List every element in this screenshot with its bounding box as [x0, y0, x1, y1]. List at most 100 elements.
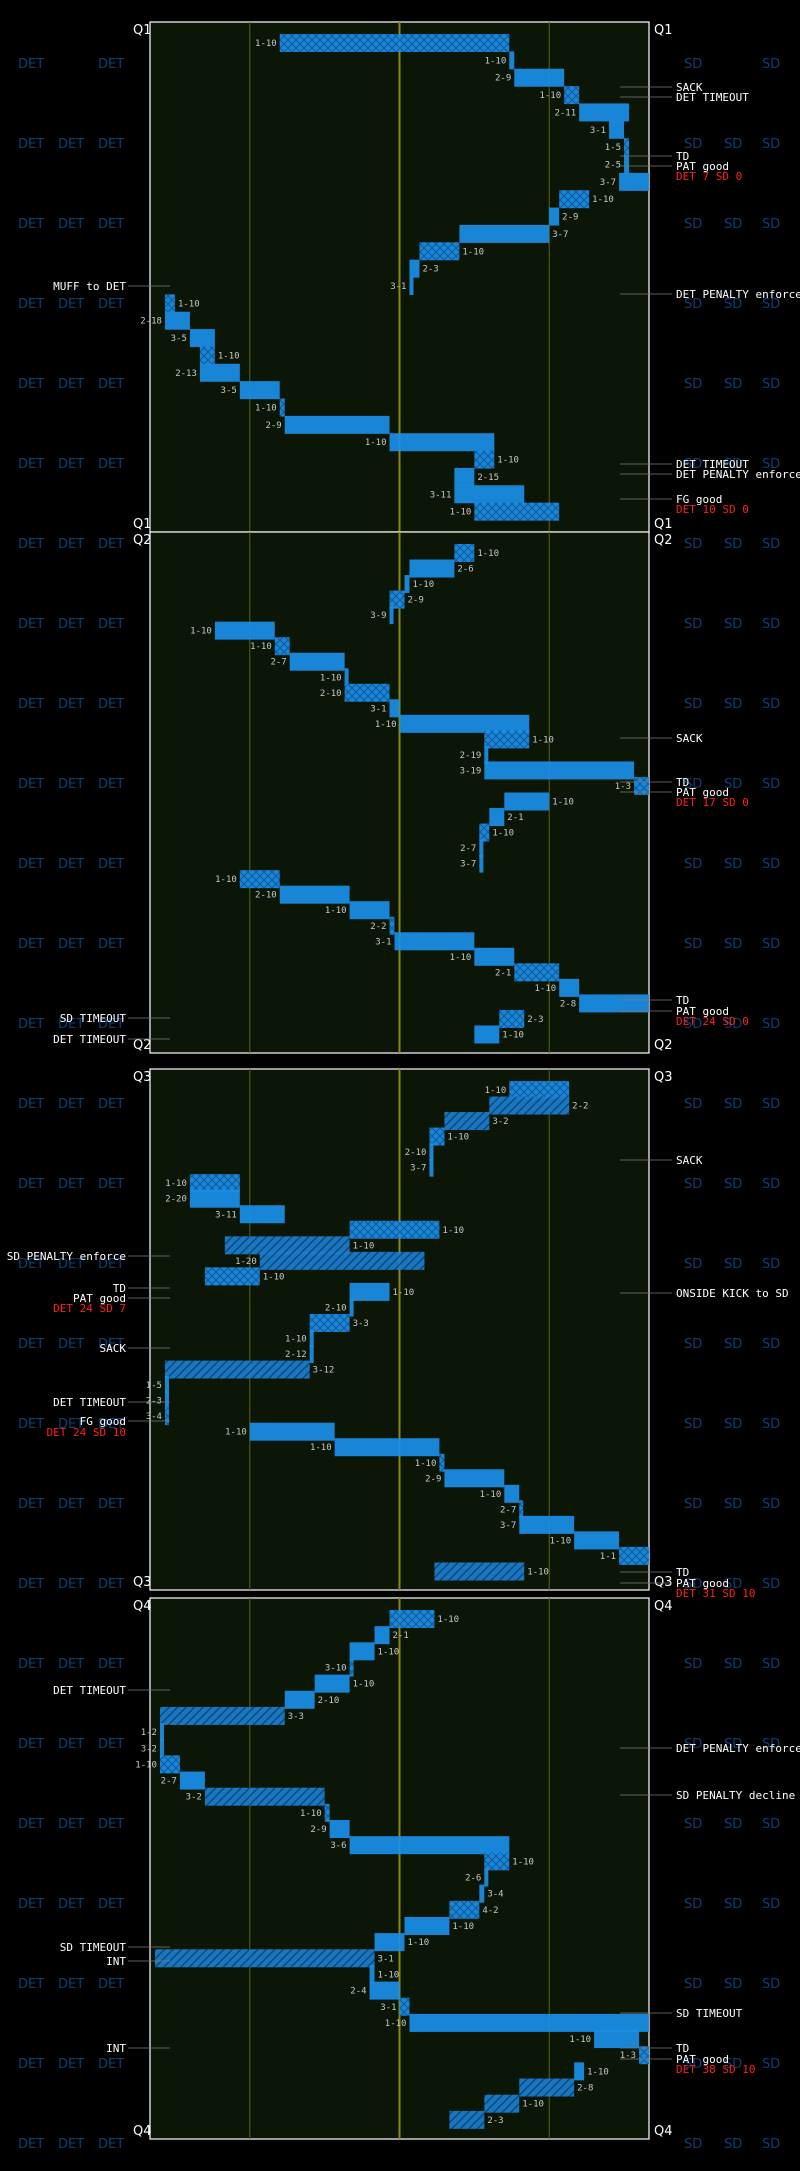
down-distance-label: 3-7: [600, 178, 616, 188]
play-bar: [504, 1484, 520, 1503]
down-distance-label: 3-1: [370, 704, 386, 714]
play-bar: [349, 1658, 354, 1677]
play-bar: [429, 1127, 445, 1146]
down-distance-label: 1-1: [600, 1552, 616, 1562]
down-distance-label: 2-10: [325, 1303, 347, 1313]
team-watermark-right: SD: [684, 1737, 702, 1752]
down-distance-label: 3-2: [492, 1117, 508, 1127]
quarter-label: Q1: [654, 517, 673, 532]
team-watermark-left: DET: [98, 1817, 124, 1832]
down-distance-label: 3-2: [186, 1793, 202, 1803]
play-bar: [389, 916, 395, 935]
score-label: DET 38 SD 10: [676, 2063, 755, 2076]
team-watermark-right: SD: [762, 1177, 780, 1192]
team-watermark-right: SD: [724, 777, 742, 792]
team-watermark-left: DET: [98, 137, 124, 152]
play-bar: [374, 1933, 405, 1952]
down-distance-label: 1-20: [235, 1257, 257, 1267]
team-watermark-left: DET: [18, 617, 44, 632]
team-watermark-right: SD: [724, 617, 742, 632]
down-distance-label: 2-1: [507, 813, 523, 823]
down-distance-label: 1-10: [477, 549, 499, 559]
team-watermark-left: DET: [98, 697, 124, 712]
play-bar: [189, 1189, 240, 1208]
team-watermark-right: SD: [724, 2057, 742, 2072]
play-bar: [474, 502, 560, 521]
play-bar: [404, 575, 410, 594]
down-distance-label: 1-10: [485, 56, 507, 66]
play-bar: [289, 652, 345, 671]
down-distance-label: 1-10: [437, 1615, 459, 1625]
down-distance-label: 1-10: [378, 1647, 400, 1657]
down-distance-label: 1-10: [385, 2019, 407, 2029]
play-bar: [484, 2094, 520, 2113]
team-watermark-right: SD: [762, 1097, 780, 1112]
team-watermark-left: DET: [18, 537, 44, 552]
quarter-label: Q4: [133, 1599, 152, 1614]
team-watermark-left: DET: [98, 1337, 124, 1352]
play-bar: [164, 294, 175, 313]
play-bar: [389, 1610, 435, 1628]
play-bar: [409, 559, 455, 578]
play-bar: [484, 761, 635, 780]
play-bar: [574, 2062, 585, 2081]
team-watermark-left: DET: [18, 57, 44, 72]
play-bar: [159, 1739, 164, 1758]
down-distance-label: 1-10: [442, 1226, 464, 1236]
team-watermark-right: SD: [762, 1977, 780, 1992]
team-watermark-right: SD: [684, 1337, 702, 1352]
team-watermark-right: SD: [684, 1817, 702, 1832]
team-watermark-left: DET: [58, 137, 84, 152]
team-watermark-left: DET: [58, 1337, 84, 1352]
down-distance-label: 1-10: [552, 798, 574, 808]
play-bar: [334, 1438, 440, 1457]
down-distance-label: 1-10: [587, 2067, 609, 2077]
team-watermark-right: SD: [724, 1817, 742, 1832]
team-watermark-right: SD: [724, 1417, 742, 1432]
play-bar: [619, 172, 649, 191]
team-watermark-left: DET: [18, 1737, 44, 1752]
team-watermark-right: SD: [684, 1017, 702, 1032]
team-watermark-left: DET: [18, 297, 44, 312]
team-watermark-right: SD: [724, 137, 742, 152]
team-watermark-right: SD: [762, 1497, 780, 1512]
down-distance-label: 1-10: [450, 508, 472, 518]
team-watermark-right: SD: [684, 1657, 702, 1672]
play-bar: [279, 34, 510, 52]
down-distance-label: 1-10: [190, 627, 212, 637]
down-distance-label: 3-6: [330, 1841, 346, 1851]
play-bar: [314, 1674, 350, 1693]
team-watermark-right: SD: [762, 457, 780, 472]
team-watermark-left: DET: [18, 777, 44, 792]
down-distance-label: 1-10: [393, 1288, 415, 1298]
play-bar: [369, 1981, 400, 2000]
down-distance-label: 2-1: [393, 1631, 409, 1641]
team-watermark-right: SD: [724, 1897, 742, 1912]
play-annotation: TD: [676, 1566, 689, 1579]
team-watermark-right: SD: [684, 57, 702, 72]
team-watermark-right: SD: [724, 297, 742, 312]
down-distance-label: 1-10: [135, 1760, 157, 1770]
play-bar: [349, 1298, 354, 1317]
play-bar: [594, 2030, 640, 2049]
play-bar: [239, 1205, 285, 1224]
play-bar: [284, 1690, 315, 1709]
down-distance-label: 2-9: [407, 596, 423, 606]
play-annotation: FG good: [80, 1415, 126, 1428]
team-watermark-left: DET: [98, 617, 124, 632]
play-annotation: SD PENALTY decline: [676, 1789, 795, 1802]
play-bar: [474, 947, 515, 966]
team-watermark-right: SD: [762, 297, 780, 312]
team-watermark-right: SD: [724, 1257, 742, 1272]
play-bar: [474, 1025, 500, 1044]
team-watermark-right: SD: [684, 457, 702, 472]
team-watermark-left: DET: [58, 1417, 84, 1432]
play-bar: [159, 1723, 164, 1742]
team-watermark-left: DET: [58, 377, 84, 392]
team-watermark-left: DET: [18, 137, 44, 152]
down-distance-label: 3-12: [313, 1366, 335, 1376]
play-bar: [434, 1562, 525, 1581]
down-distance-label: 2-3: [527, 1015, 543, 1025]
play-annotation: DET PENALTY enforce: [676, 288, 800, 301]
play-bar: [389, 606, 394, 625]
